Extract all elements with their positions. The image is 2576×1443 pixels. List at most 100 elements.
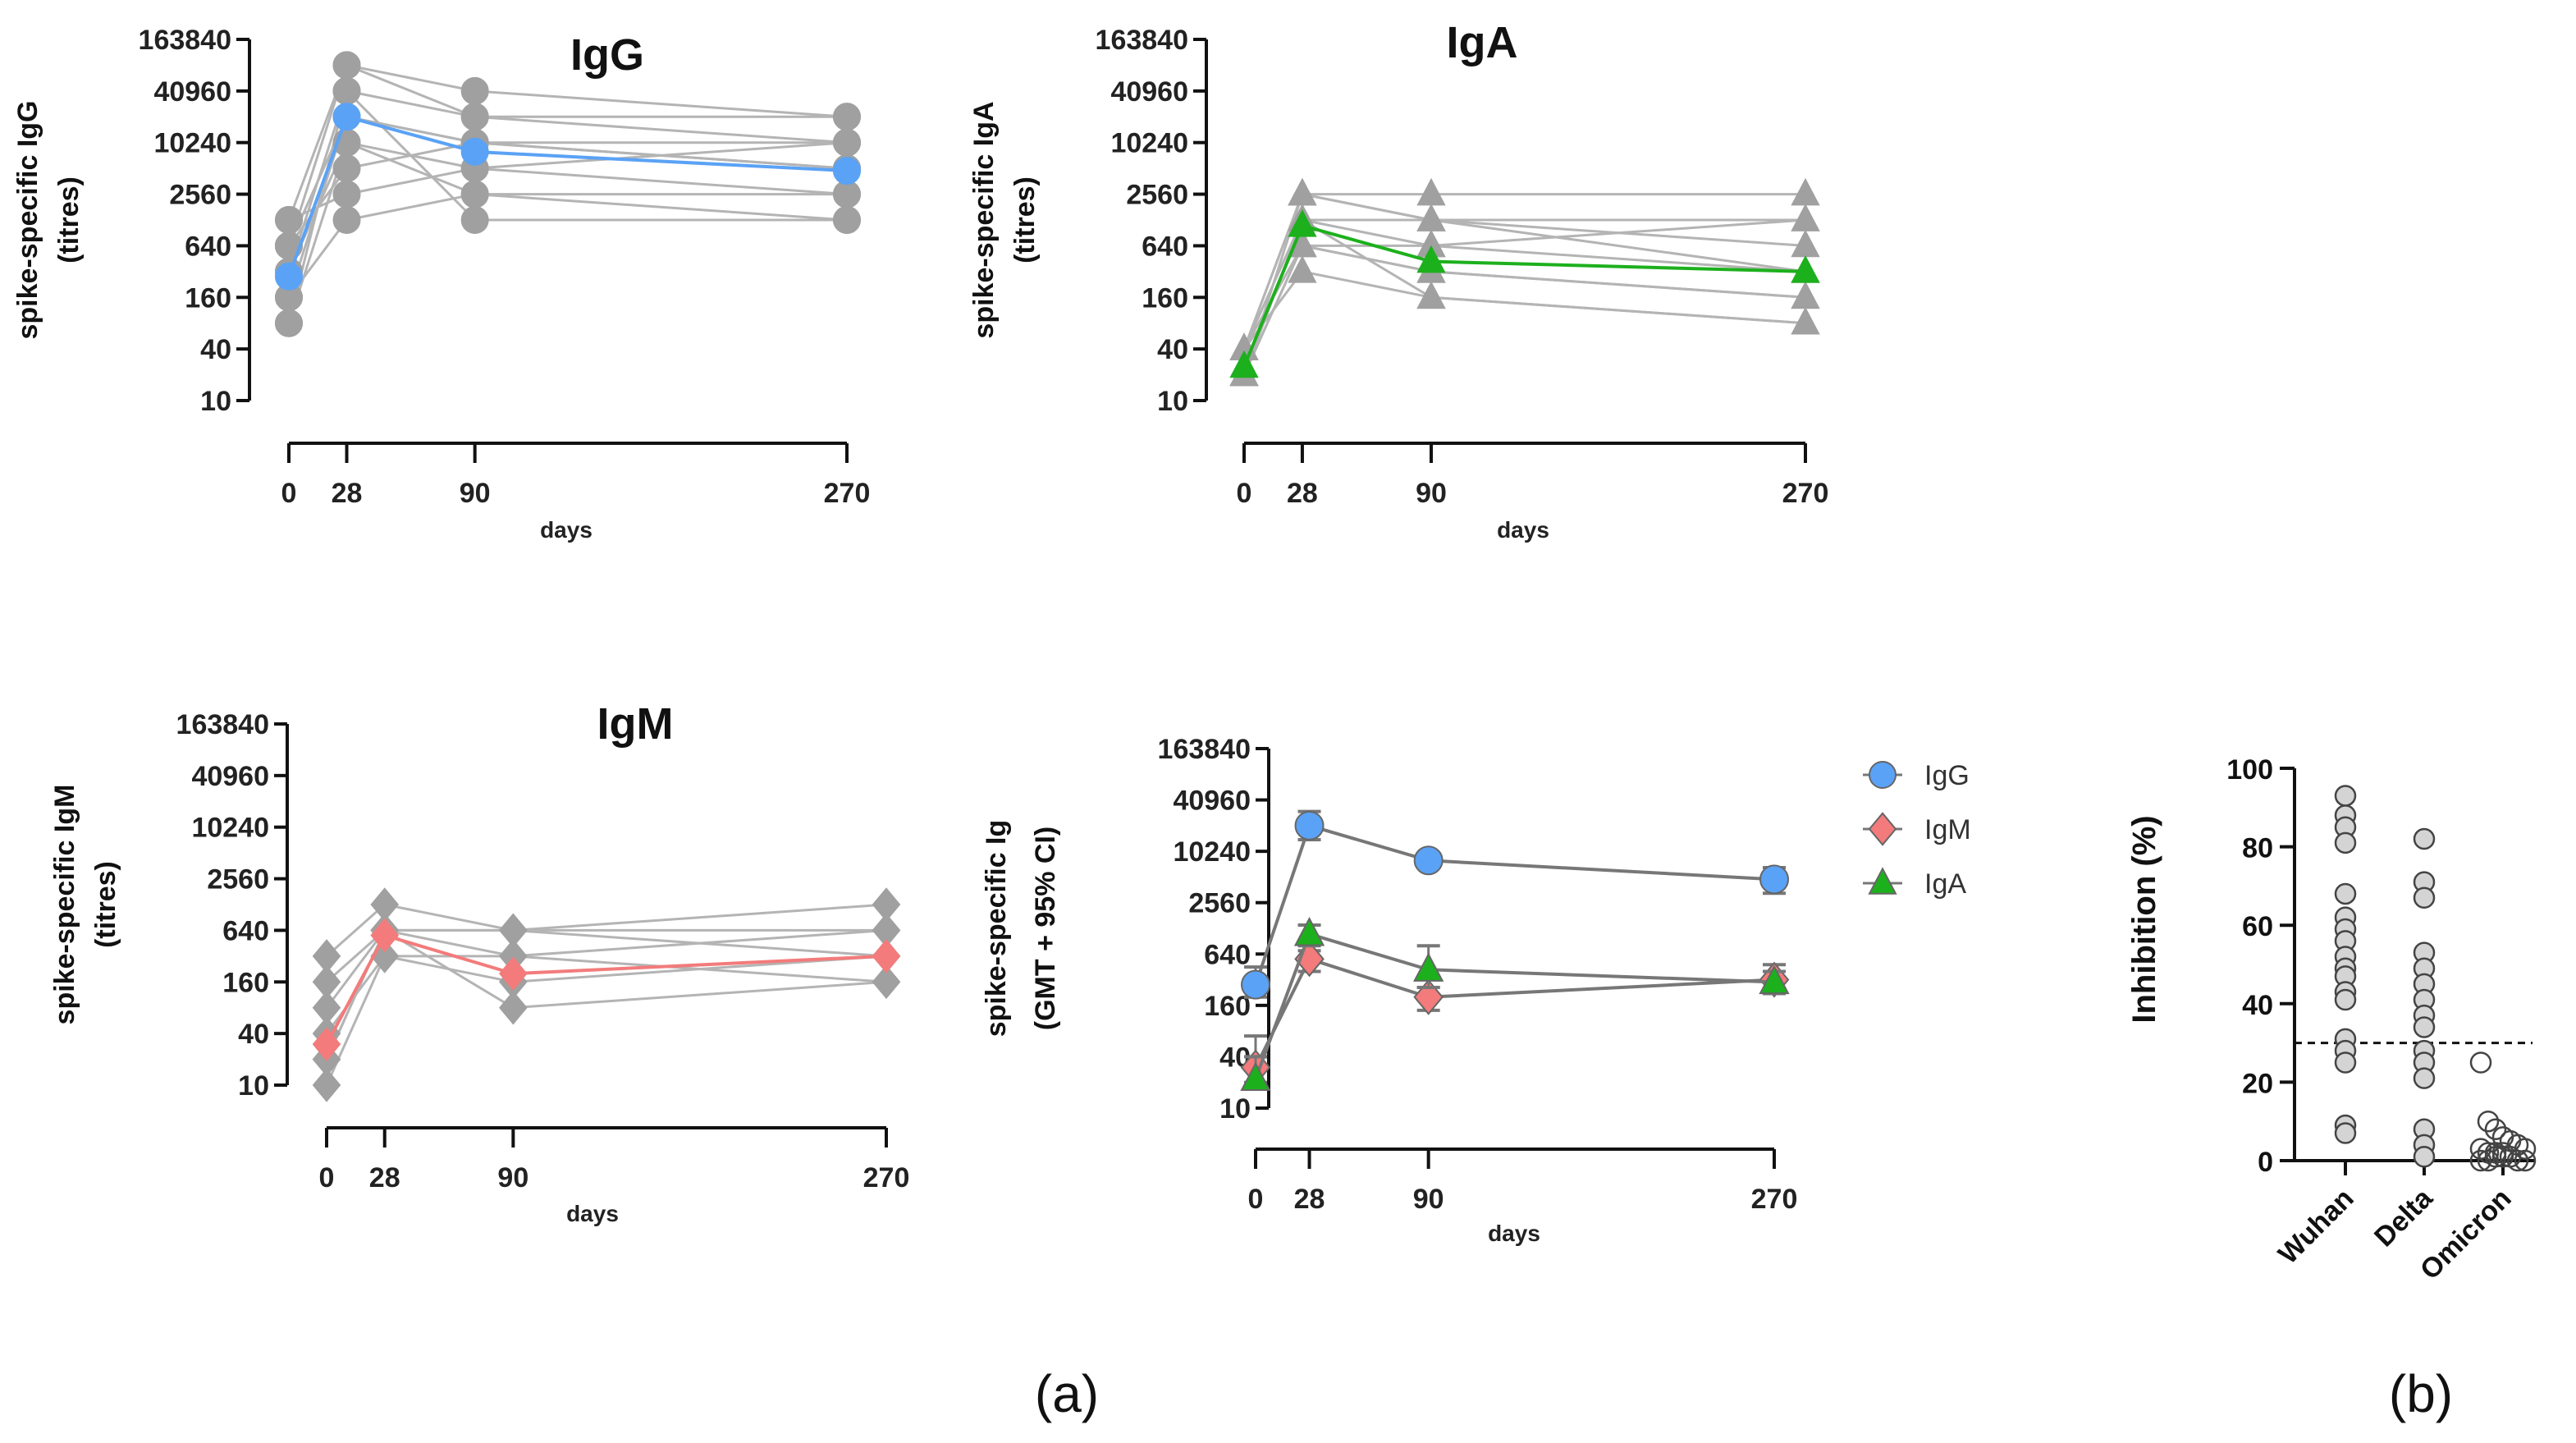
mean-point: [275, 262, 303, 291]
series-point-IgG: [1241, 969, 1270, 1000]
x-tick-label: 270: [1782, 478, 1829, 509]
y-tick-label: 10: [1219, 1093, 1251, 1125]
chart-1: 10 40 160 640 2560 10240 40960 163840 0 28 90 270 da…: [968, 18, 1828, 543]
x-tick-label: 270: [1751, 1184, 1798, 1215]
subject-point: [275, 231, 303, 260]
data-point-wuhan: [2334, 988, 2357, 1011]
x-tick-label: 0: [1237, 478, 1252, 509]
series-line-IgM: [1254, 956, 1775, 1069]
data-point-wuhan: [2334, 831, 2357, 854]
mean-point: [1791, 255, 1820, 283]
y-tick-label: 40960: [153, 76, 231, 108]
subject-line: [1242, 192, 1806, 350]
legend-label: IgM: [1924, 814, 1971, 845]
data-point-omicron: [2514, 1149, 2537, 1172]
x-axis-label: days: [1488, 1221, 1540, 1246]
y-tick-label: 160: [185, 282, 231, 314]
y-axis-label: spike-specific Ig: [981, 820, 1012, 1038]
x-tick-label: Wuhan: [2272, 1183, 2360, 1271]
y-tick-label: 163840: [176, 709, 269, 740]
y-tick-label: 640: [1142, 231, 1188, 262]
y-tick-label: 2560: [207, 864, 269, 896]
legend-marker-IgM: [1868, 812, 1897, 846]
mean-point: [872, 939, 901, 973]
subject-point: [1791, 306, 1820, 335]
mean-point: [1229, 350, 1259, 378]
y-tick-label: 10240: [1110, 128, 1188, 159]
subject-point: [460, 206, 489, 234]
subject-line: [287, 115, 847, 298]
x-tick-label: 270: [863, 1162, 910, 1193]
mean-point: [312, 1027, 341, 1061]
y-tick-label: 40960: [1173, 786, 1251, 817]
series-point-IgA: [1413, 952, 1444, 982]
subject-point: [1791, 281, 1820, 309]
y-tick-label: 10: [200, 386, 231, 417]
x-tick-label: 270: [824, 478, 871, 509]
chart-title: IgG: [570, 30, 644, 80]
y-axis-label: spike-specific IgA: [968, 101, 1000, 338]
y-tick-label: 10240: [1173, 836, 1251, 868]
y-tick-label: 10240: [191, 813, 269, 844]
y-tick-label: 163840: [1158, 734, 1251, 765]
subject-point: [332, 76, 361, 105]
series-point-IgA: [1293, 916, 1325, 946]
subject-point: [1791, 204, 1820, 231]
y-tick-label: 40: [2242, 990, 2273, 1021]
series-point-IgG: [1294, 810, 1325, 841]
subject-line: [287, 140, 848, 273]
subject-line: [1242, 218, 1806, 376]
x-tick-label: 90: [460, 478, 491, 509]
series-point-IgA: [1240, 1061, 1271, 1092]
y-tick-label: 10240: [153, 128, 231, 159]
y-tick-label: 10: [238, 1070, 269, 1102]
subject-point: [833, 180, 861, 208]
subject-line: [287, 63, 848, 221]
series-line-IgA: [1254, 932, 1775, 1080]
subject-line: [287, 193, 847, 299]
data-point-wuhan: [2334, 1122, 2357, 1144]
subject-line: [326, 903, 887, 957]
mean-point: [460, 137, 489, 166]
subject-point: [460, 103, 489, 131]
y-tick-label: 20: [2242, 1068, 2273, 1099]
y-axis-label-sub: (titres): [1009, 176, 1041, 263]
subject-line: [1242, 193, 1805, 350]
mean-line: [287, 114, 848, 277]
data-point-delta: [2413, 886, 2436, 909]
data-point-omicron: [2469, 1051, 2492, 1074]
x-tick-label: 0: [281, 478, 297, 509]
subject-point: [1791, 229, 1820, 258]
subject-point: [332, 154, 361, 183]
data-point-omicron: [2484, 1118, 2507, 1141]
x-tick-label: 0: [1248, 1184, 1264, 1215]
subject-point: [833, 128, 861, 157]
x-tick-label: Delta: [2368, 1182, 2439, 1253]
x-axis-label: days: [566, 1201, 619, 1226]
subject-point: [275, 309, 303, 337]
subject-line: [1242, 270, 1806, 350]
y-tick-label: 0: [2258, 1147, 2273, 1178]
subject-point: [1416, 177, 1446, 206]
y-tick-label: 60: [2242, 911, 2273, 942]
subject-point: [833, 103, 861, 131]
y-axis-label-sub: (titres): [53, 176, 85, 263]
mean-line: [1242, 223, 1806, 368]
subject-point: [1288, 177, 1317, 206]
subject-point: [499, 990, 528, 1025]
x-tick-label: 0: [319, 1162, 335, 1193]
series-line-IgG: [1254, 823, 1775, 986]
chart-title: IgM: [597, 699, 674, 749]
y-axis-label-sub: (titres): [90, 861, 121, 948]
data-point-delta: [2413, 1145, 2436, 1168]
panel-label-a: (a): [1035, 1364, 1099, 1423]
series-point-IgA: [1759, 964, 1790, 995]
subject-point: [275, 206, 303, 234]
legend-marker-IgG: [1869, 761, 1897, 789]
subject-point: [332, 206, 361, 234]
subject-point: [833, 206, 861, 234]
subject-point: [460, 76, 489, 105]
y-tick-label: 80: [2242, 833, 2273, 864]
y-axis-label: spike-specific IgM: [49, 785, 80, 1025]
